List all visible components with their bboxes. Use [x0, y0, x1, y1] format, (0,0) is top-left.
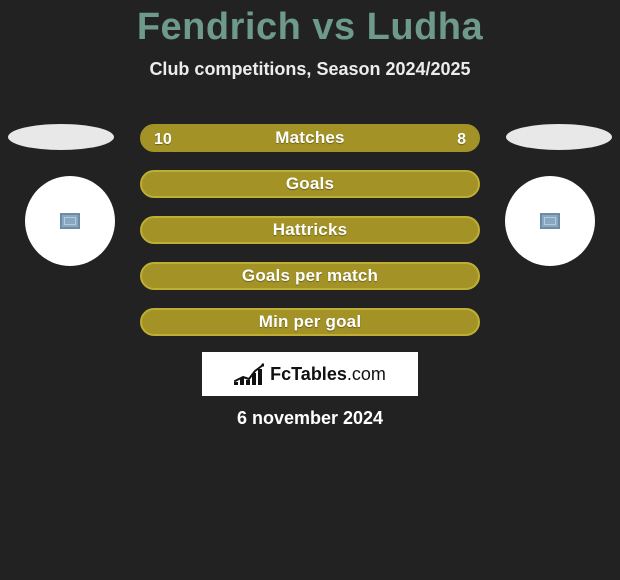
stat-row-label: Hattricks — [273, 220, 348, 240]
fctables-logo: FcTables.com — [202, 352, 418, 396]
stat-row-label: Goals — [286, 174, 334, 194]
logo-text-bold: FcTables — [270, 364, 347, 384]
placeholder-image-icon — [540, 213, 560, 229]
stat-row: Min per goal — [140, 308, 480, 336]
stat-row: Hattricks — [140, 216, 480, 244]
stat-row: Goals — [140, 170, 480, 198]
stat-row-left-value: 10 — [154, 126, 172, 154]
page-title: Fendrich vs Ludha — [0, 0, 620, 49]
stat-row: Goals per match — [140, 262, 480, 290]
logo-text-light: .com — [347, 364, 386, 384]
stat-row: Matches 10 8 — [140, 124, 480, 152]
logo-bar — [252, 373, 256, 385]
player-left-ellipse — [8, 124, 114, 150]
stat-rows: Matches 10 8 Goals Hattricks Goals per match M… — [140, 124, 480, 354]
footer-date: 6 november 2024 — [0, 408, 620, 429]
player-left-badge — [25, 176, 115, 266]
comparison-card: Fendrich vs Ludha Club competitions, Sea… — [0, 0, 620, 580]
player-right-badge — [505, 176, 595, 266]
stat-row-label: Goals per match — [242, 266, 378, 286]
logo-bar — [240, 378, 244, 385]
logo-bars-icon — [234, 363, 264, 385]
placeholder-image-icon — [60, 213, 80, 229]
logo-bar — [258, 369, 262, 385]
player-right-ellipse — [506, 124, 612, 150]
logo-bar — [246, 380, 250, 385]
logo-bar — [234, 382, 238, 385]
logo-text: FcTables.com — [270, 364, 386, 385]
stat-row-label: Matches — [275, 128, 344, 148]
stat-row-label: Min per goal — [259, 312, 362, 332]
page-subtitle: Club competitions, Season 2024/2025 — [0, 59, 620, 80]
stat-row-right-value: 8 — [457, 126, 466, 154]
